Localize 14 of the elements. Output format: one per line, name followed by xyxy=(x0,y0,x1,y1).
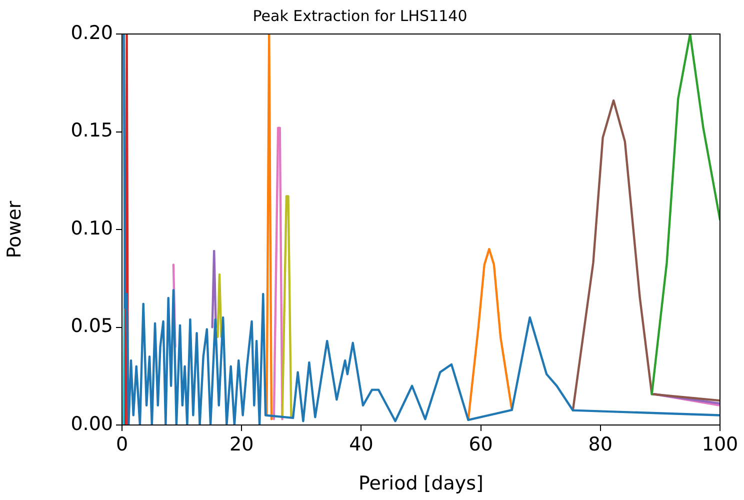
x-tick-label: 0 xyxy=(116,433,128,456)
y-tick-label: 0.20 xyxy=(70,22,113,44)
y-axis-title: Power xyxy=(3,200,26,258)
y-tick-label: 0.15 xyxy=(70,120,113,142)
x-tick-label: 100 xyxy=(702,433,738,456)
x-tick-label: 60 xyxy=(468,433,493,456)
y-tick-label: 0.05 xyxy=(70,315,113,338)
x-axis-title: Period [days] xyxy=(358,472,484,495)
y-tick-label: 0.00 xyxy=(70,412,113,435)
x-tick-label: 40 xyxy=(349,433,374,456)
chart-title: Peak Extraction for LHS1140 xyxy=(252,6,468,25)
y-tick-label: 0.10 xyxy=(70,217,113,240)
x-tick-label: 80 xyxy=(588,433,612,456)
x-tick-label: 20 xyxy=(230,433,254,456)
